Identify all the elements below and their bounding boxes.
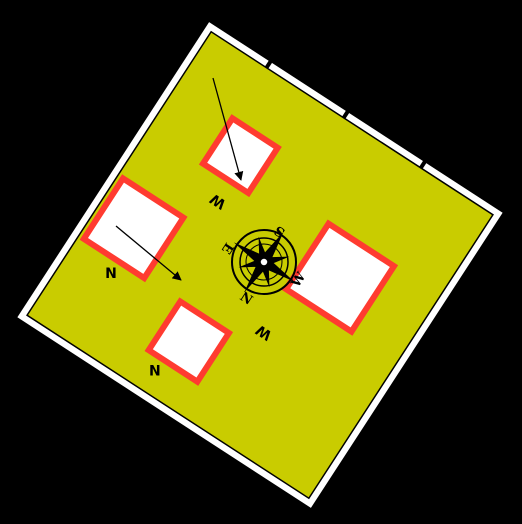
room-right [281, 219, 399, 336]
arrows [115, 77, 244, 281]
room-left [79, 174, 188, 283]
compass-letter-right: W [288, 270, 309, 292]
arrow-to-room-top [212, 77, 244, 181]
edge-tick [341, 109, 351, 119]
arrow-to-room-left [115, 225, 182, 281]
edge-tick [419, 159, 428, 170]
room-bottom [144, 297, 234, 386]
room-bottom-label: N [149, 364, 161, 380]
edge-ticks [264, 59, 428, 170]
room-right-label: W [253, 321, 275, 343]
room-left-label: N [105, 266, 117, 282]
compass-rose-icon: S E W N [218, 222, 310, 309]
edge-tick [264, 59, 274, 69]
room-top-label: W [207, 190, 229, 212]
room-top [198, 114, 282, 198]
